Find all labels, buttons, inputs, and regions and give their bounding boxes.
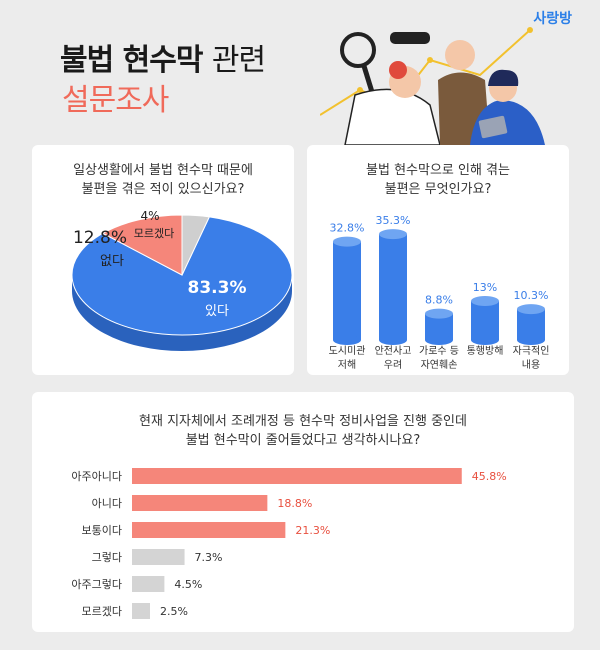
vbar-value-label: 32.8% [330,222,365,235]
bar-question-line-1: 불법 현수막으로 인해 겪는 [366,163,510,178]
hbar-bar [132,576,165,592]
survey-illustration [320,27,545,145]
vbar-body [333,241,361,340]
vbar-category-label: 저해 [338,358,356,371]
pie-label-yes-value: 83.3% [188,278,247,298]
pie-label-no-value: 12.8% [73,228,127,248]
vbar-category-label: 통행방해 [467,344,504,357]
vbar-base [425,335,453,345]
vbar-top [471,296,499,306]
vbar-value-label: 10.3% [514,289,549,302]
pie-label-no: 없다 [100,254,124,269]
hbar-value-label: 18.8% [277,497,312,510]
hbar-3: 그렇다 7.3% [92,549,223,565]
horizontal-bar-chart: 아주아니다 45.8% 아니다 18.8% 보통이다 21.3% 그렇다 7.3% 아주그렇다 4… [71,468,507,619]
hbar-bar [132,603,150,619]
vbar-category-label: 자극적인 [513,345,550,357]
hbar-category-label: 보통이다 [82,524,122,537]
hbar-question-line-2: 불법 현수막이 줄어들었다고 생각하시나요? [185,433,421,448]
vbar-base [333,335,361,345]
vbar-body [379,234,407,340]
vbar-top [333,236,361,247]
hbar-value-label: 7.3% [195,551,223,564]
hbar-value-label: 4.5% [174,578,202,591]
hbar-chart-card: 현재 지자체에서 조례개정 등 현수막 정비사업을 진행 중인데 불법 현수막이… [32,392,574,632]
vbar-body [471,301,499,340]
vbar-value-label: 13% [473,281,497,294]
hbar-category-label: 아주아니다 [71,470,122,483]
pie-question-line-2: 불편을 겪은 적이 있으신가요? [81,182,245,197]
pie-label-unsure: 모르겠다 [134,227,174,240]
vbar-top [517,304,545,315]
vbar-base [517,335,545,345]
vbar-category-label: 우려 [384,359,402,371]
pie-side [72,275,292,351]
title-light: 관련 [211,43,266,78]
hbar-value-label: 21.3% [295,524,330,537]
hbar-category-label: 모르겠다 [82,605,122,618]
vbar-3: 13% 통행방해 [467,281,504,357]
pie-question-line-1: 일상생활에서 불법 현수막 때문에 [73,163,253,178]
vbar-top [425,308,453,319]
vbar-value-label: 8.8% [425,294,453,307]
hbar-4: 아주그렇다 4.5% [71,576,202,592]
vbar-body [517,309,545,340]
pie-slice-unsure [181,214,211,276]
hbar-category-label: 아니다 [92,497,122,510]
hbar-bar [132,495,268,511]
hbar-2: 보통이다 21.3% [82,522,330,538]
hbar-0: 아주아니다 45.8% [71,468,507,484]
pie-slice-no [101,214,183,276]
hbar-category-label: 그렇다 [92,551,122,564]
page-title: 불법 현수막 관련 [60,35,266,79]
bar-question: 불법 현수막으로 인해 겪는 불편은 무엇인가요? [307,161,569,199]
vbar-category-label: 도시미관 [329,345,366,357]
title-bold: 불법 현수막 [60,43,203,78]
vbar-category-label: 안전사고 [375,345,412,357]
hbar-bar [132,468,462,484]
hbar-value-label: 45.8% [472,470,507,483]
vbar-category-label: 자연훼손 [421,359,458,371]
brand-logo: 사랑방 [533,11,572,27]
hbar-bar [132,522,286,538]
vbar-top [379,229,407,240]
pie-question: 일상생활에서 불법 현수막 때문에 불편을 겪은 적이 있으신가요? [32,161,294,199]
pie-chart: 83.3% 있다 12.8% 없다 4% 모르겠다 [71,209,293,351]
vbar-base [471,335,499,345]
pie-chart-card: 일상생활에서 불법 현수막 때문에 불편을 겪은 적이 있으신가요? 83.3%… [32,145,294,375]
vbar-base [379,335,407,345]
bar-question-line-2: 불편은 무엇인가요? [384,182,492,197]
hbar-1: 아니다 18.8% [92,495,312,511]
vbar-category-label: 가로수 등 [419,345,459,357]
vbar-category-label: 내용 [522,359,540,371]
hbar-5: 모르겠다 2.5% [82,603,188,619]
vbar-value-label: 35.3% [376,214,411,227]
pie-label-yes: 있다 [205,304,229,319]
pie-label-unsure-value: 4% [140,209,159,223]
hbar-category-label: 아주그렇다 [71,578,122,591]
hbar-value-label: 2.5% [160,605,188,618]
bar-chart-card: 불법 현수막으로 인해 겪는 불편은 무엇인가요? 32.8% 도시미관 저해 35.… [307,145,569,375]
hbar-bar [132,549,185,565]
hbar-question-line-1: 현재 지자체에서 조례개정 등 현수막 정비사업을 진행 중인데 [139,414,467,429]
page-subtitle: 설문조사 [62,83,169,118]
hbar-question: 현재 지자체에서 조례개정 등 현수막 정비사업을 진행 중인데 불법 현수막이… [32,412,574,450]
